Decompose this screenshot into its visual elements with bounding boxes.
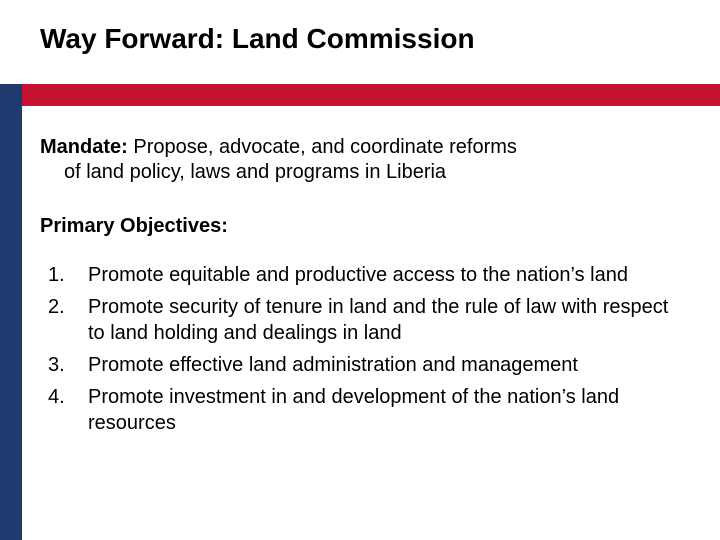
mandate-text-line2: of land policy, laws and programs in Lib…	[40, 160, 680, 185]
slide-title: Way Forward: Land Commission	[40, 22, 475, 56]
mandate-label: Mandate:	[40, 136, 128, 158]
objective-text: Promote investment in and development of…	[88, 386, 619, 434]
list-item: Promote effective land administration an…	[40, 352, 680, 378]
mandate-text-line1: Propose, advocate, and coordinate reform…	[128, 136, 517, 158]
objective-text: Promote equitable and productive access …	[88, 264, 628, 286]
list-item: Promote equitable and productive access …	[40, 262, 680, 288]
objectives-list: Promote equitable and productive access …	[40, 262, 680, 436]
mandate-paragraph: Mandate: Propose, advocate, and coordina…	[40, 135, 680, 185]
slide-body: Mandate: Propose, advocate, and coordina…	[40, 135, 680, 442]
accent-bar-horizontal	[0, 84, 720, 106]
accent-bar-vertical	[0, 84, 22, 540]
objective-text: Promote security of tenure in land and t…	[88, 296, 668, 344]
list-item: Promote investment in and development of…	[40, 384, 680, 436]
list-item: Promote security of tenure in land and t…	[40, 294, 680, 346]
objectives-heading: Primary Objectives:	[40, 215, 680, 238]
objective-text: Promote effective land administration an…	[88, 354, 578, 376]
